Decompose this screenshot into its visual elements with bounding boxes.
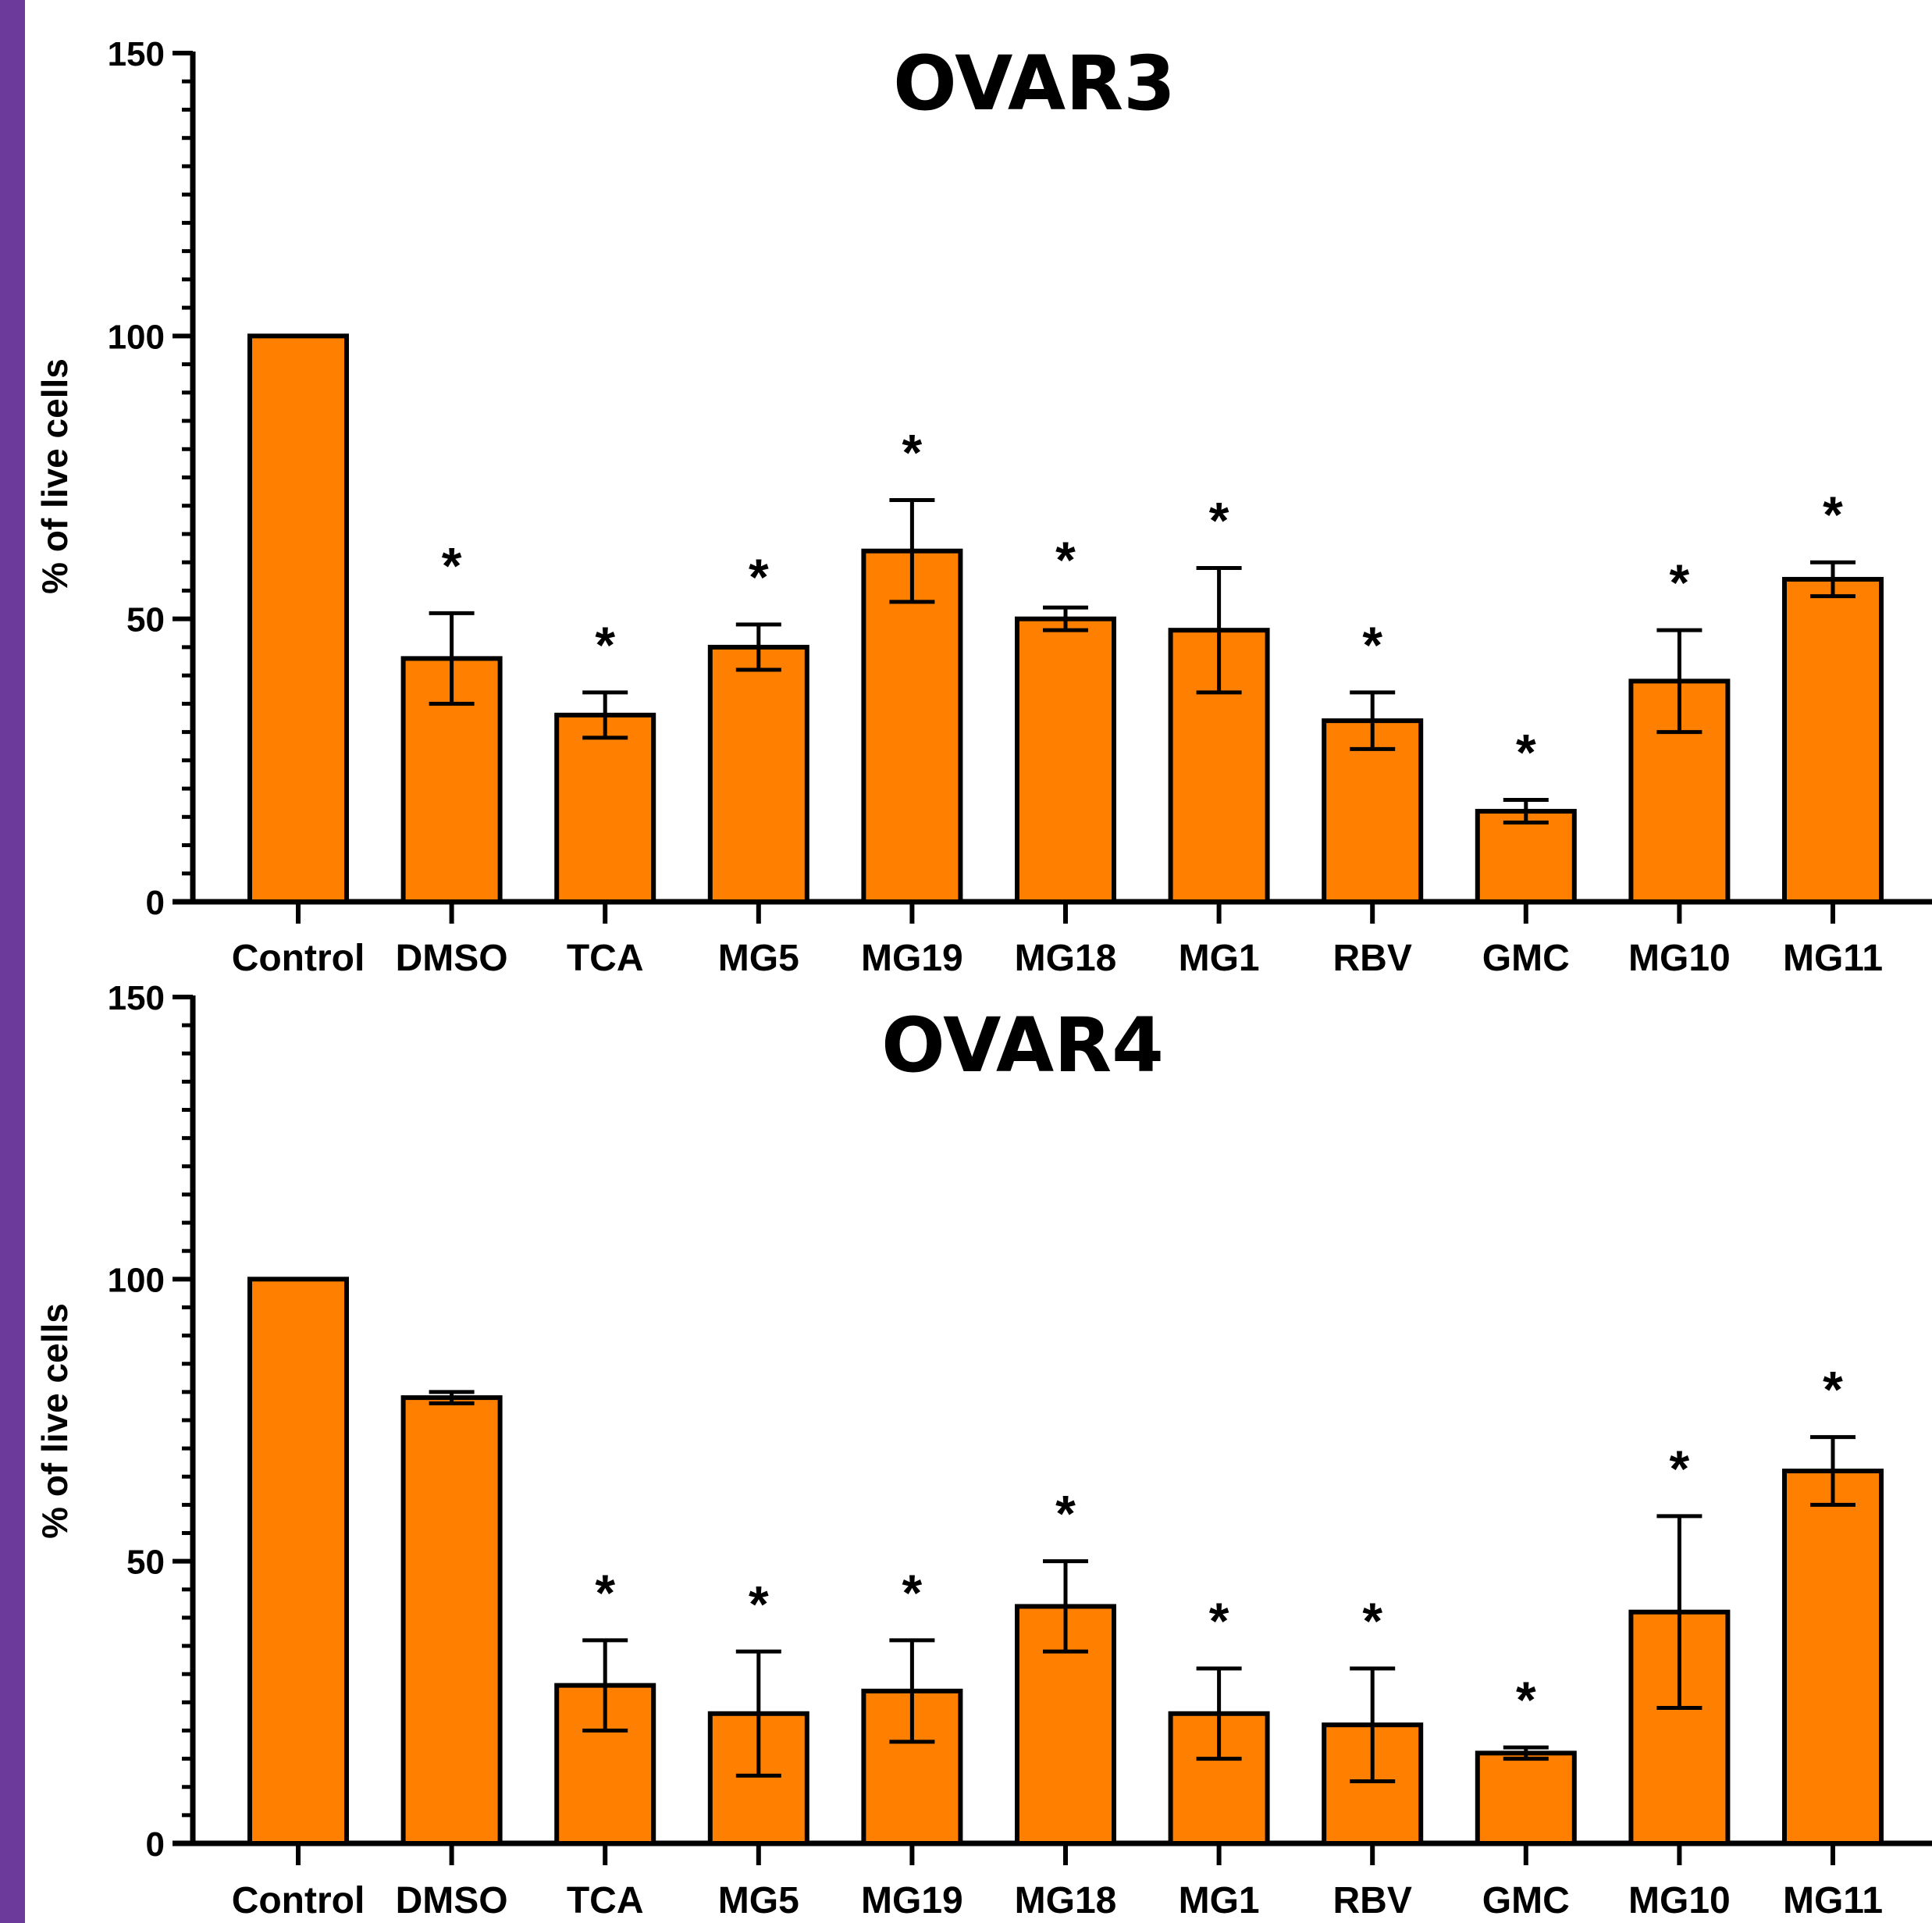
significance-star: * bbox=[1516, 724, 1536, 782]
bar-control bbox=[247, 333, 349, 905]
x-tick-label: Control bbox=[232, 938, 365, 979]
x-tick-label: MG5 bbox=[718, 1880, 799, 1921]
significance-star: * bbox=[1055, 531, 1076, 589]
y-tick-label: 0 bbox=[146, 1825, 165, 1864]
chart-title: OVAR4 bbox=[881, 1002, 1164, 1089]
significance-star: * bbox=[1209, 1592, 1229, 1650]
y-tick-label: 150 bbox=[108, 35, 165, 73]
y-tick-label: 100 bbox=[108, 1261, 165, 1299]
chart-ovar4: OVAR4 % of live cells 0 50 100 150 Control DMSO… bbox=[34, 979, 1932, 1921]
bar-dmso bbox=[400, 1395, 503, 1846]
significance-star: * bbox=[1055, 1485, 1076, 1543]
significance-star: * bbox=[1209, 491, 1229, 549]
x-tick-label: MG18 bbox=[1015, 1880, 1117, 1921]
chart-ovar3: OVAR3 % of live cells 0 50 100 150 Control * DMS… bbox=[34, 35, 1932, 979]
y-axis-label: % of live cells bbox=[34, 358, 75, 594]
significance-star: * bbox=[442, 536, 462, 594]
significance-star: * bbox=[1362, 1592, 1382, 1650]
significance-star: * bbox=[1670, 1440, 1690, 1497]
x-tick-label: RBV bbox=[1333, 1880, 1412, 1921]
significance-star: * bbox=[749, 548, 769, 606]
x-tick-label: MG19 bbox=[861, 938, 963, 979]
significance-star: * bbox=[902, 423, 923, 481]
y-tick-label: 150 bbox=[108, 979, 165, 1017]
y-axis-label: % of live cells bbox=[34, 1303, 75, 1539]
significance-star: * bbox=[595, 1564, 615, 1622]
significance-star: * bbox=[1670, 554, 1690, 611]
significance-star: * bbox=[902, 1564, 923, 1622]
figure-side-stripe bbox=[0, 0, 25, 1923]
y-tick-label: 100 bbox=[108, 318, 165, 356]
bar-mg11 bbox=[1782, 576, 1884, 904]
x-tick-label: MG1 bbox=[1179, 938, 1260, 979]
significance-star: * bbox=[1823, 486, 1843, 543]
x-tick-label: MG10 bbox=[1628, 938, 1731, 979]
x-tick-label: MG11 bbox=[1783, 938, 1883, 979]
significance-star: * bbox=[1362, 616, 1382, 674]
x-tick-label: MG11 bbox=[1783, 1880, 1883, 1921]
bar-control bbox=[247, 1277, 349, 1846]
significance-star: * bbox=[595, 616, 615, 674]
x-tick-label: MG18 bbox=[1015, 938, 1117, 979]
bar-mg5 bbox=[707, 644, 809, 905]
x-tick-label: RBV bbox=[1333, 938, 1412, 979]
x-tick-label: MG19 bbox=[861, 1880, 963, 1921]
y-tick-label: 50 bbox=[126, 1544, 165, 1582]
bar-tca bbox=[554, 712, 656, 904]
x-tick-label: MG5 bbox=[718, 938, 799, 979]
x-tick-label: DMSO bbox=[396, 938, 508, 979]
bar-gmc bbox=[1475, 1750, 1577, 1846]
x-tick-label: MG1 bbox=[1179, 1880, 1260, 1921]
x-tick-label: GMC bbox=[1482, 1880, 1570, 1921]
x-tick-label: MG10 bbox=[1628, 1880, 1731, 1921]
x-tick-label: TCA bbox=[567, 938, 644, 979]
x-tick-label: DMSO bbox=[396, 1880, 508, 1921]
significance-star: * bbox=[1516, 1671, 1536, 1729]
bar-gmc bbox=[1475, 809, 1577, 905]
bar-mg18 bbox=[1015, 616, 1116, 905]
bar-mg11 bbox=[1782, 1469, 1884, 1846]
x-tick-label: Control bbox=[232, 1880, 365, 1921]
y-tick-label: 50 bbox=[126, 601, 165, 639]
significance-star: * bbox=[1823, 1361, 1843, 1419]
x-tick-label: TCA bbox=[567, 1880, 644, 1921]
chart-title: OVAR3 bbox=[893, 40, 1176, 127]
x-tick-label: GMC bbox=[1482, 938, 1570, 979]
significance-star: * bbox=[749, 1575, 769, 1633]
y-tick-label: 0 bbox=[146, 884, 165, 922]
